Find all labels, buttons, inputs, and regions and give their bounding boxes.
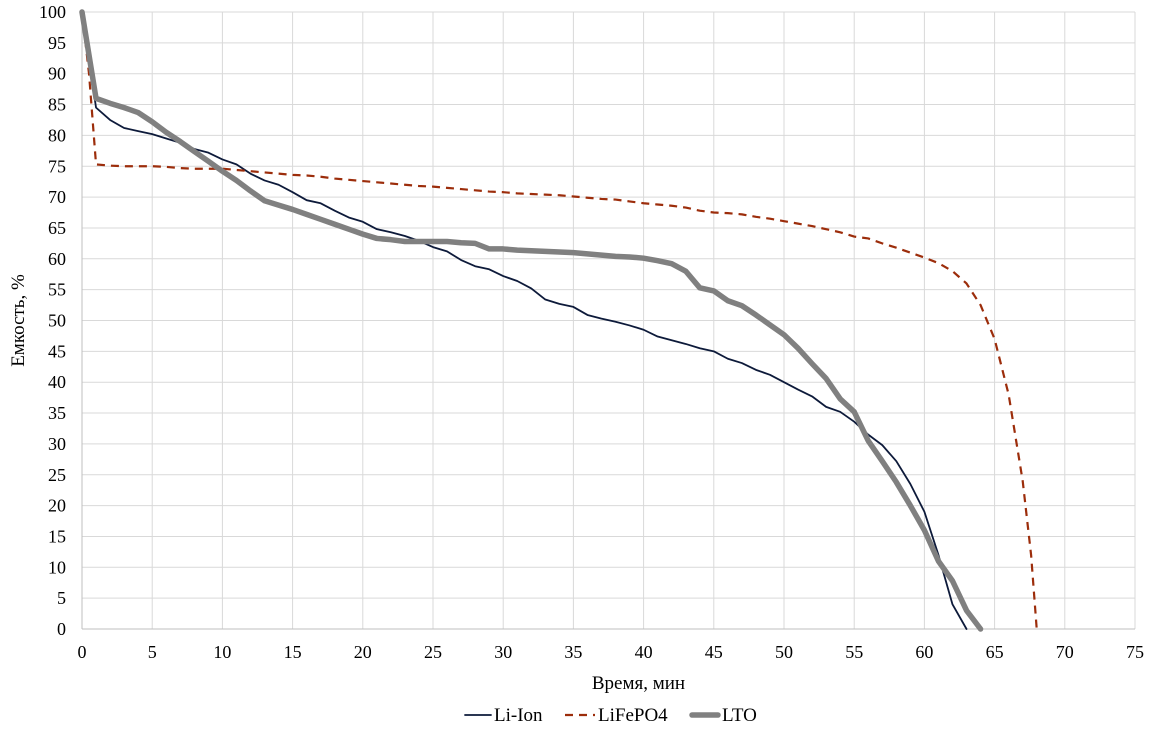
series-lines — [79, 9, 1038, 632]
y-tick-label: 5 — [57, 588, 66, 608]
x-tick-label: 25 — [424, 642, 442, 662]
legend-label: LTO — [722, 705, 757, 726]
y-tick-label: 70 — [48, 187, 66, 207]
y-tick-label: 10 — [48, 557, 66, 577]
series-line-lifepo4 — [80, 11, 1038, 630]
x-tick-label: 35 — [564, 642, 582, 662]
legend-label: Li-Ion — [494, 705, 543, 726]
y-axis-title: Емкость, % — [8, 274, 29, 367]
x-tick-label: 75 — [1126, 642, 1144, 662]
y-tick-label: 80 — [48, 125, 66, 145]
series-line-li-ion — [81, 11, 968, 630]
y-tick-label: 85 — [48, 95, 66, 115]
x-tick-label: 30 — [494, 642, 512, 662]
y-tick-label: 55 — [48, 280, 66, 300]
y-tick-label: 25 — [48, 465, 66, 485]
y-tick-label: 0 — [57, 619, 66, 639]
x-tick-label: 60 — [915, 642, 933, 662]
y-tick-label: 35 — [48, 403, 66, 423]
y-tick-label: 15 — [48, 526, 66, 546]
series-line-lto — [79, 9, 984, 632]
y-tick-label: 90 — [48, 64, 66, 84]
x-axis-title: Время, мин — [592, 673, 685, 694]
y-tick-label: 40 — [48, 372, 66, 392]
y-tick-label: 60 — [48, 249, 66, 269]
x-tick-label: 10 — [213, 642, 231, 662]
y-tick-label: 95 — [48, 33, 66, 53]
y-tick-label: 75 — [48, 156, 66, 176]
legend-label: LiFePO4 — [598, 705, 668, 726]
x-tick-label: 70 — [1056, 642, 1074, 662]
x-tick-label: 15 — [284, 642, 302, 662]
x-tick-label: 65 — [986, 642, 1004, 662]
x-tick-label: 55 — [845, 642, 863, 662]
x-tick-label: 0 — [78, 642, 87, 662]
x-tick-label: 20 — [354, 642, 372, 662]
x-tick-label: 40 — [635, 642, 653, 662]
x-tick-label: 45 — [705, 642, 723, 662]
y-tick-label: 20 — [48, 496, 66, 516]
axes: 0510152025303540455055606570758085909510… — [39, 2, 1144, 662]
x-tick-label: 5 — [148, 642, 157, 662]
y-tick-label: 50 — [48, 311, 66, 331]
x-tick-label: 50 — [775, 642, 793, 662]
y-tick-label: 45 — [48, 341, 66, 361]
y-tick-label: 65 — [48, 218, 66, 238]
y-tick-label: 30 — [48, 434, 66, 454]
grid — [81, 11, 1136, 630]
y-tick-label: 100 — [39, 2, 66, 22]
legend: Li-Ion LiFePO4 LTO — [464, 705, 757, 726]
